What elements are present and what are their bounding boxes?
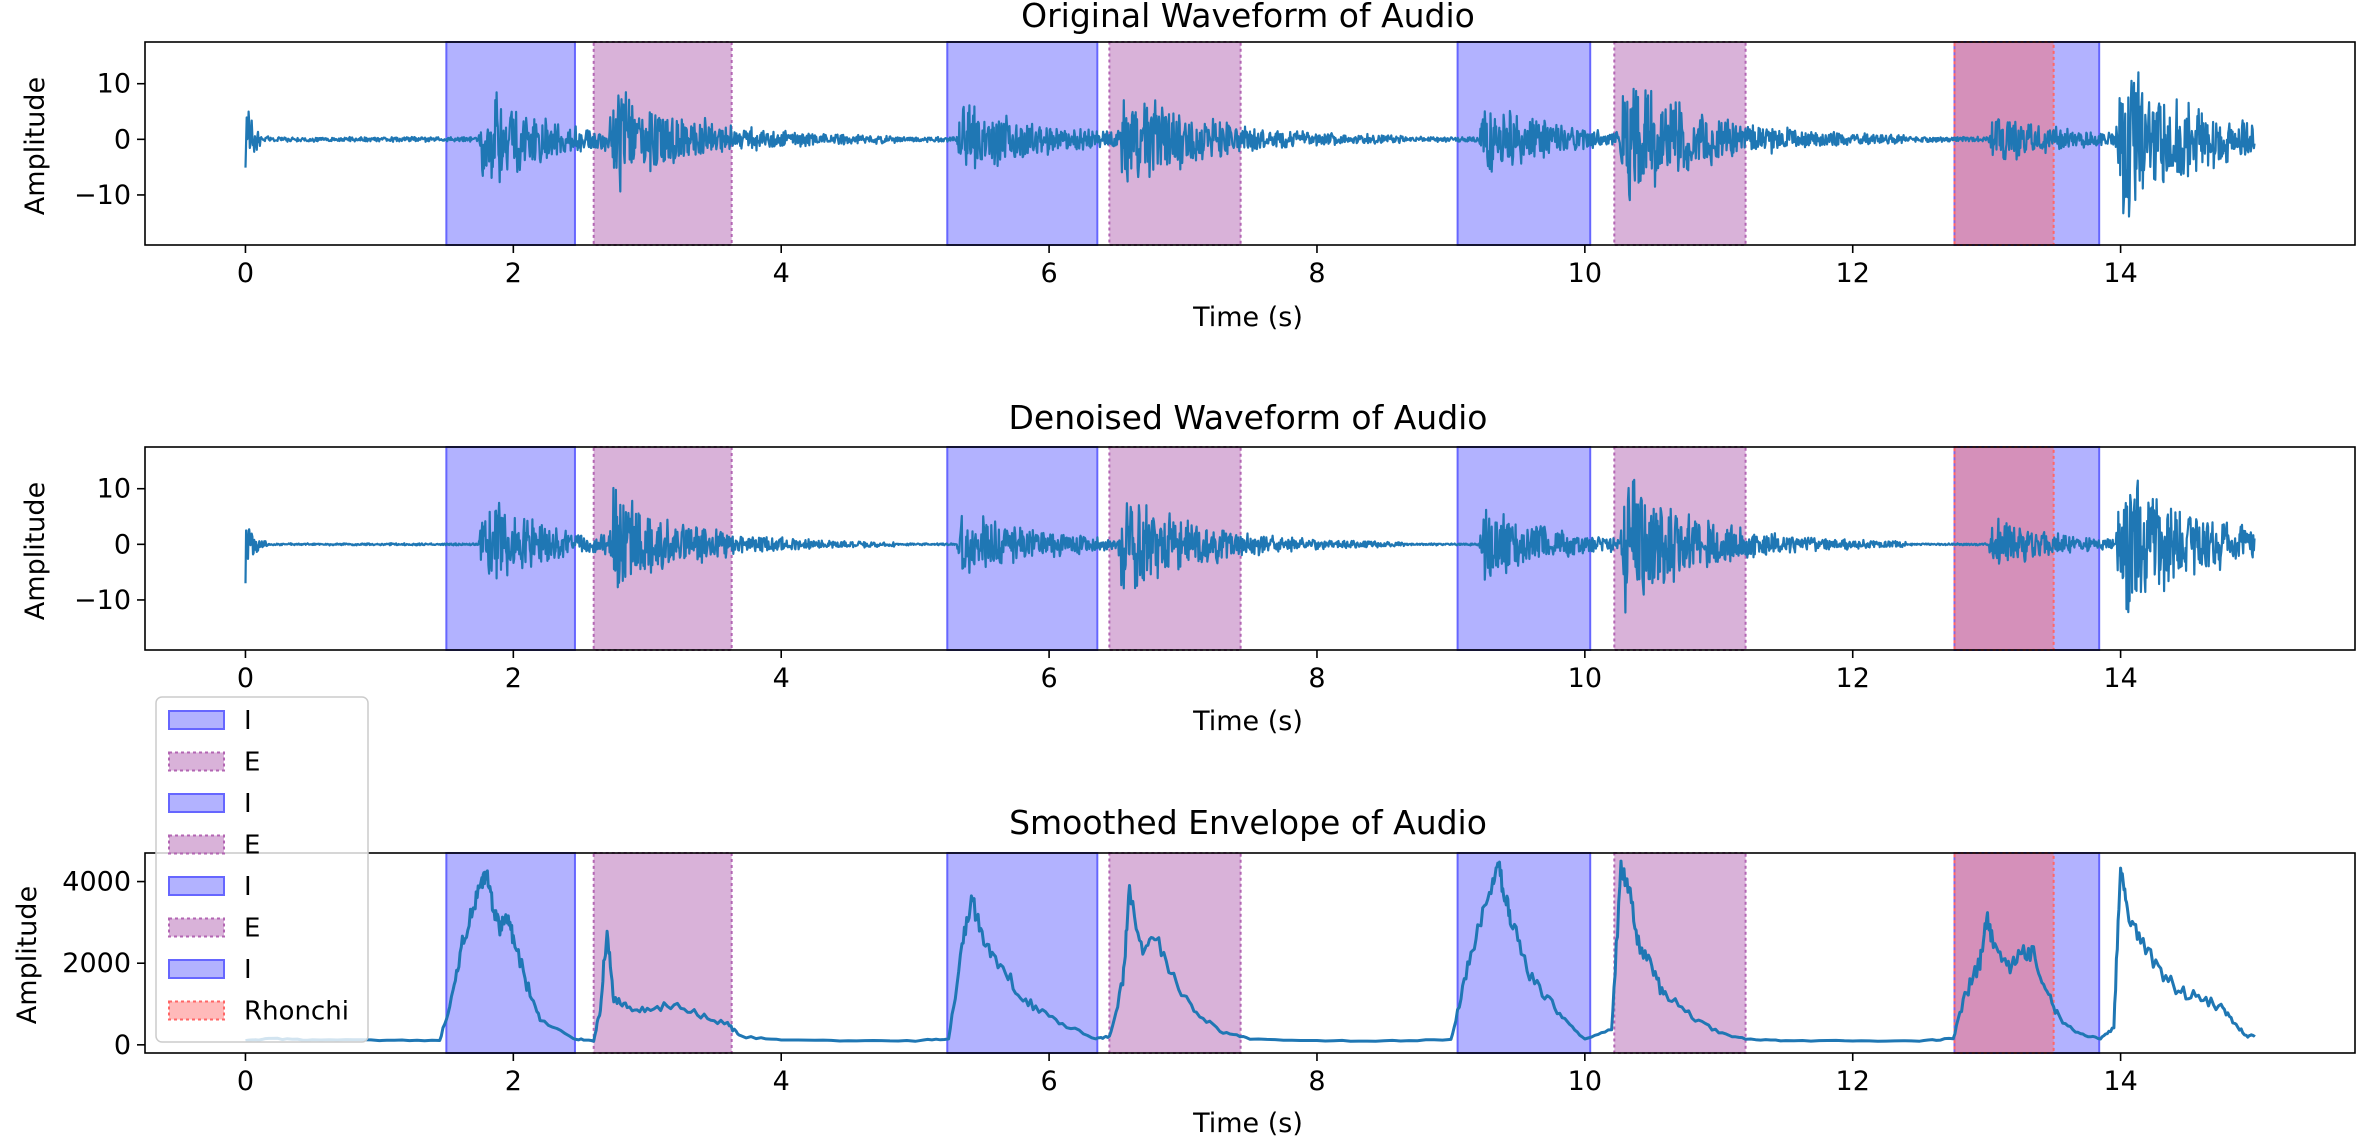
panel-original-ytick-label: 10 <box>97 69 131 100</box>
panel-envelope-region-rhonchi-7 <box>1953 852 2055 1054</box>
panel-envelope-ytick-label: 0 <box>114 1030 131 1061</box>
panel-envelope-region-inhale-0 <box>445 852 576 1054</box>
legend-label-inhale: I <box>244 955 252 985</box>
panel-envelope-series-line <box>245 859 2256 1043</box>
legend-label-inhale: I <box>244 872 252 902</box>
panel-original-xtick-label: 0 <box>237 258 254 289</box>
panel-denoised-ylabel: Amplitude <box>20 482 51 620</box>
panel-original-ylabel: Amplitude <box>20 77 51 215</box>
legend-label-exhale: E <box>244 748 260 778</box>
legend-swatch-exhale <box>168 917 225 938</box>
panel-envelope-title: Smoothed Envelope of Audio <box>1009 803 1487 842</box>
panel-envelope-xtick-label: 14 <box>2103 1066 2137 1097</box>
legend-label-rhonchi: Rhonchi <box>244 997 349 1027</box>
panel-envelope-xlabel: Time (s) <box>1192 1108 1303 1136</box>
panel-denoised-xtick-label: 2 <box>505 663 522 694</box>
legend-swatch-exhale <box>168 751 225 772</box>
legend-label-exhale: E <box>244 831 260 861</box>
panel-denoised-xtick-label: 6 <box>1040 663 1057 694</box>
panel-denoised-frame <box>144 446 2356 651</box>
panel-denoised-xtick-label: 8 <box>1308 663 1325 694</box>
panel-envelope-xtick-label: 6 <box>1040 1066 1057 1097</box>
panel-original-title: Original Waveform of Audio <box>1021 0 1475 35</box>
panel-original: Original Waveform of Audio 0 2 4 6 8 10 12 14 10… <box>20 0 2356 333</box>
panel-denoised-xtick-label: 14 <box>2103 663 2137 694</box>
panel-envelope-region-exhale-5 <box>1613 852 1747 1054</box>
panel-original-xtick-label: 12 <box>1836 258 1870 289</box>
panel-denoised-series-line <box>244 478 2256 614</box>
panel-denoised-xtick-label: 4 <box>773 663 790 694</box>
panel-original-xtick-label: 10 <box>1568 258 1602 289</box>
legend-swatch-exhale <box>168 834 225 855</box>
panel-original-ytick-label: 0 <box>114 124 131 155</box>
panel-denoised-xtick-label: 12 <box>1836 663 1870 694</box>
panel-envelope-ylabel: Amplitude <box>12 886 43 1024</box>
panel-denoised-title: Denoised Waveform of Audio <box>1008 398 1487 437</box>
panel-envelope-ytick-label: 2000 <box>62 948 131 979</box>
legend-swatch-rhonchi <box>168 1000 225 1021</box>
panel-original-xtick-label: 14 <box>2103 258 2137 289</box>
panel-envelope-xtick-label: 10 <box>1568 1066 1602 1097</box>
panel-envelope: Smoothed Envelope of Audio 0 2 4 6 8 10 12 14 40… <box>12 803 2356 1136</box>
panel-original-frame <box>144 41 2356 246</box>
legend-swatch-inhale <box>168 710 225 730</box>
panel-envelope-region-inhale-2 <box>946 852 1099 1054</box>
panel-original-series-line <box>244 71 2256 218</box>
panel-envelope-xtick-label: 4 <box>773 1066 790 1097</box>
panel-original-xlabel: Time (s) <box>1192 302 1303 333</box>
panel-envelope-ytick-label: 4000 <box>62 867 131 898</box>
panel-envelope-region-inhale-4 <box>1456 852 1592 1054</box>
panel-original-ytick-label: −10 <box>74 180 131 211</box>
panel-envelope-region-exhale-1 <box>592 852 733 1054</box>
panel-denoised-ytick-label: −10 <box>74 585 131 616</box>
panel-denoised: Denoised Waveform of Audio 0 2 4 6 8 10 12 14 10… <box>20 398 2356 737</box>
panel-denoised-ytick-label: 0 <box>114 529 131 560</box>
panel-original-xtick-label: 4 <box>773 258 790 289</box>
panel-original-xtick-label: 2 <box>505 258 522 289</box>
panel-envelope-xtick-label: 0 <box>237 1066 254 1097</box>
panel-original-xtick-label: 6 <box>1040 258 1057 289</box>
legend-swatch-inhale <box>168 793 225 813</box>
panel-denoised-ytick-label: 10 <box>97 474 131 505</box>
panel-original-xtick-label: 8 <box>1308 258 1325 289</box>
panel-envelope-region-exhale-3 <box>1108 852 1242 1054</box>
panel-denoised-xtick-label: 10 <box>1568 663 1602 694</box>
panel-denoised-xlabel: Time (s) <box>1192 706 1303 737</box>
panel-envelope-frame <box>144 852 2356 1054</box>
legend-box <box>155 696 369 1043</box>
legend-label-exhale: E <box>244 914 260 944</box>
legend-swatch-inhale <box>168 876 225 896</box>
panel-envelope-xtick-label: 8 <box>1308 1066 1325 1097</box>
panel-envelope-xtick-label: 2 <box>505 1066 522 1097</box>
legend-label-inhale: I <box>244 706 252 736</box>
panel-denoised-xtick-label: 0 <box>237 663 254 694</box>
legend-swatch-inhale <box>168 959 225 979</box>
panel-envelope-xtick-label: 12 <box>1836 1066 1870 1097</box>
legend-label-inhale: I <box>244 789 252 819</box>
